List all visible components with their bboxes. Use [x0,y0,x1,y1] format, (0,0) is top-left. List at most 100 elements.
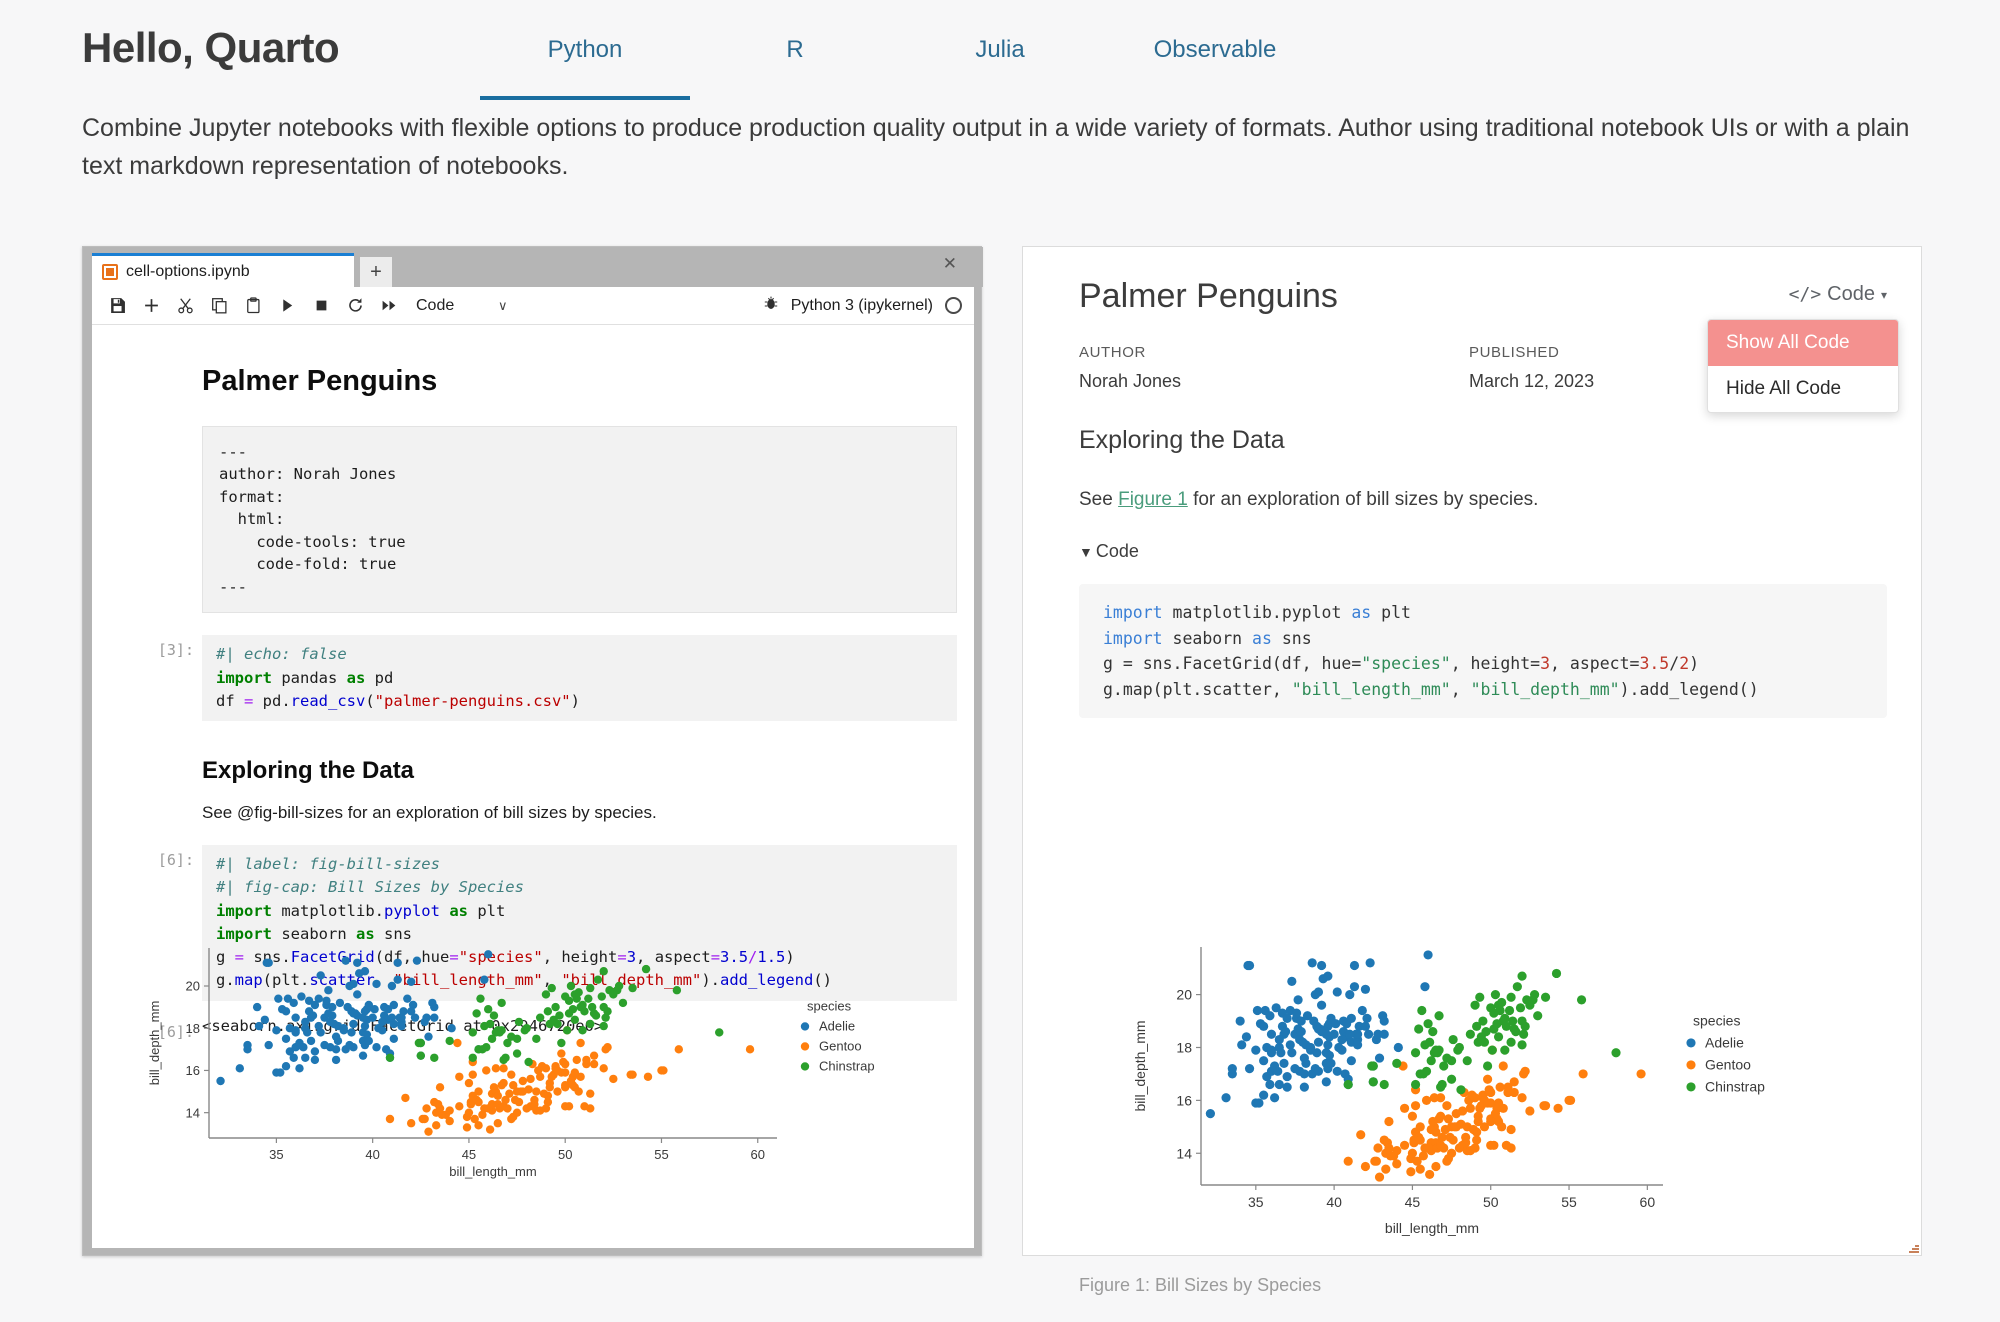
quarto-metadata: AUTHOR Norah Jones PUBLISHED March 12, 2… [1079,344,1887,392]
figure-1-link[interactable]: Figure 1 [1118,489,1188,510]
code-fold-label: Code [1095,541,1139,561]
author-label: AUTHOR [1079,344,1146,361]
new-tab-icon[interactable]: + [360,257,392,287]
cell-source[interactable]: #| label: fig-bill-sizes #| fig-cap: Bil… [202,845,957,1001]
svg-text:bill_length_mm: bill_length_mm [1385,1220,1479,1236]
menu-item-show-all-code[interactable]: Show All Code [1708,320,1898,366]
paragraph-pre: See [1079,489,1119,510]
kernel-status: Python 3 (ipykernel) [763,295,974,316]
tab-observable-label: Observable [1153,36,1277,63]
svg-text:50: 50 [1483,1194,1499,1210]
paragraph-post: for an exploration of bill sizes by spec… [1187,489,1539,510]
svg-text:Adelie: Adelie [819,1019,855,1034]
quarto-title: Palmer Penguins [1079,277,1338,315]
svg-text:40: 40 [365,1147,379,1162]
author-value: Norah Jones [1079,371,1182,391]
cell-type-select[interactable]: Code ∨ [416,297,508,315]
copy-icon[interactable] [202,291,236,321]
cell-source[interactable]: #| echo: false import pandas as pd df = … [202,635,957,722]
debug-icon[interactable] [763,295,779,316]
svg-text:18: 18 [186,1021,200,1036]
jupyter-notebook-window: cell-options.ipynb ✕ + [82,246,983,1256]
restart-run-all-icon[interactable] [372,291,406,321]
svg-text:Chinstrap: Chinstrap [1705,1079,1765,1095]
svg-text:bill_depth_mm: bill_depth_mm [1133,1020,1148,1111]
restart-icon[interactable] [338,291,372,321]
chevron-down-icon: ∨ [498,297,508,313]
svg-text:60: 60 [1640,1194,1656,1210]
save-icon[interactable] [100,291,134,321]
resize-handle[interactable] [1909,1243,1919,1253]
kernel-idle-icon [945,297,962,314]
svg-text:Gentoo: Gentoo [819,1039,862,1054]
svg-text:Chinstrap: Chinstrap [819,1059,875,1074]
published-value: March 12, 2023 [1469,371,1595,391]
code-fold-toggle[interactable]: ▼ Code [1079,541,1887,562]
tab-python[interactable]: Python [480,28,690,100]
quarto-content: Palmer Penguins AUTHOR Norah Jones PUBLI… [1079,277,1887,719]
svg-text:20: 20 [1176,987,1192,1003]
output-prompt: [6]: [157,1022,194,1041]
svg-text:35: 35 [1248,1194,1264,1210]
menu-item-hide-all-code[interactable]: Hide All Code [1726,378,1842,399]
svg-text:16: 16 [1176,1092,1192,1108]
cut-icon[interactable] [168,291,202,321]
insert-cell-icon[interactable] [134,291,168,321]
scatter-plot-notebook: 35 40 45 50 55 60 14 16 18 20 bill_length_mm bill_d… [147,940,937,1180]
tab-r-label: R [786,36,804,63]
svg-text:45: 45 [462,1147,476,1162]
code-tools-menu: Show All Code Hide All Code [1707,319,1899,413]
author-block: AUTHOR Norah Jones [1079,344,1469,392]
tab-julia[interactable]: Julia [900,28,1100,100]
code-tools-button[interactable]: </> Code ▾ [1789,283,1887,306]
tab-r[interactable]: R [690,28,900,100]
page-title: Hello, Quarto [82,24,340,71]
published-label: PUBLISHED [1469,344,1560,361]
quarto-code-block: import matplotlib.pyplot as plt import s… [1079,584,1887,719]
notebook-tab[interactable]: cell-options.ipynb [92,253,354,287]
caret-down-icon: ▾ [1880,287,1887,302]
tab-python-label: Python [547,36,623,63]
svg-text:Gentoo: Gentoo [1705,1057,1751,1073]
notebook-body: Palmer Penguins --- author: Norah Jones … [92,325,974,1248]
svg-text:35: 35 [269,1147,283,1162]
quarto-output-card: Palmer Penguins AUTHOR Norah Jones PUBLI… [1022,246,1922,1295]
svg-text:species: species [1693,1013,1740,1029]
close-icon[interactable]: ✕ [942,254,957,273]
figure-caption: Figure 1: Bill Sizes by Species [1079,1275,1322,1295]
jupyter-toolbar: Code ∨ Python 3 (ipykernel) [92,287,974,325]
svg-text:50: 50 [558,1147,572,1162]
paste-icon[interactable] [236,291,270,321]
scatter-plot-quarto: 35 40 45 50 55 60 14 16 18 20 bill_length_mm bill_d… [1133,937,1813,1237]
svg-text:bill_depth_mm: bill_depth_mm [147,1001,162,1086]
svg-text:16: 16 [186,1063,200,1078]
page-header: Hello, Quarto Python R Julia Observable … [0,0,2000,180]
jupyter-tab-bar: cell-options.ipynb ✕ + [83,247,983,287]
svg-text:60: 60 [751,1147,765,1162]
cell-prompt: [6]: [157,851,194,870]
svg-text:20: 20 [186,979,200,994]
notebook-heading-2: Exploring the Data [202,757,415,785]
notebook-heading-1: Palmer Penguins [202,365,438,397]
svg-text:species: species [807,999,852,1014]
run-icon[interactable] [270,291,304,321]
page-subtitle: Combine Jupyter notebooks with flexible … [82,114,1910,180]
notebook-raw-cell[interactable]: --- author: Norah Jones format: html: co… [202,426,957,614]
stop-icon[interactable] [304,291,338,321]
svg-text:14: 14 [1176,1145,1192,1161]
quarto-paragraph: See Figure 1 for an exploration of bill … [1079,489,1887,511]
published-block: PUBLISHED March 12, 2023 [1469,344,1859,392]
code-tools-label: Code [1827,283,1875,305]
svg-text:Adelie: Adelie [1705,1035,1744,1051]
svg-text:40: 40 [1326,1194,1342,1210]
language-tabs: Python R Julia Observable [480,28,1330,100]
tab-observable[interactable]: Observable [1100,28,1330,100]
cell-prompt: [3]: [157,641,194,660]
svg-text:14: 14 [186,1105,200,1120]
svg-text:55: 55 [1561,1194,1577,1210]
notebook-cell-6: [6]: #| label: fig-bill-sizes #| fig-cap… [92,845,974,1001]
notebook-file-icon [102,263,118,280]
quarto-heading-2: Exploring the Data [1079,426,1285,454]
code-brackets-icon: </> [1788,284,1822,305]
svg-text:18: 18 [1176,1040,1192,1056]
